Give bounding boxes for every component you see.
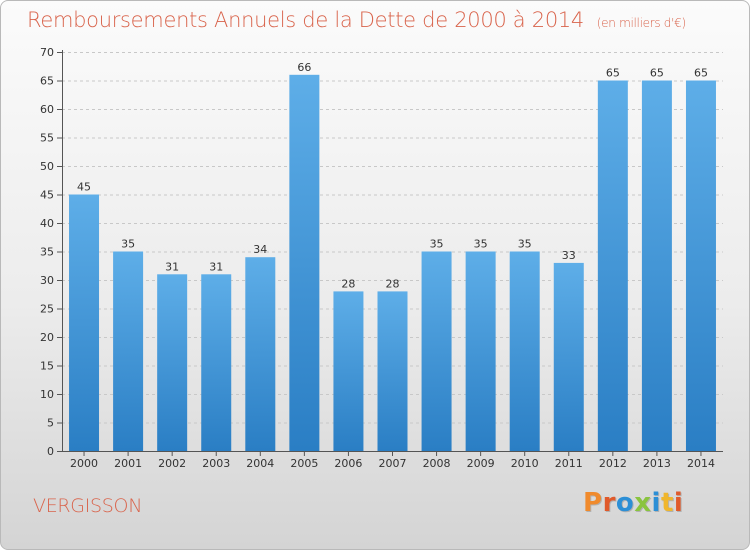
data-label-2000: 45 <box>77 181 91 194</box>
y-tick-label: 10 <box>40 388 54 401</box>
bar-2011 <box>553 262 584 451</box>
x-tick-label-2013: 2013 <box>643 457 671 470</box>
data-label-2013: 65 <box>650 67 664 80</box>
bar-2009 <box>465 251 496 451</box>
bar-2014 <box>685 80 716 451</box>
data-label-2004: 34 <box>253 243 267 256</box>
bar-2001 <box>113 251 144 451</box>
x-tick-label-2002: 2002 <box>158 457 186 470</box>
y-tick-label: 55 <box>40 132 54 145</box>
x-tick-labels: 2000 2001 2002 2003 2004 2005 2006 2007 2008 2009… <box>70 457 715 470</box>
y-tick-label: 70 <box>40 46 54 59</box>
x-tick-label-2005: 2005 <box>290 457 318 470</box>
logo-letter: P <box>583 488 603 518</box>
axes <box>57 50 723 456</box>
x-tick-label-2000: 2000 <box>70 457 98 470</box>
x-tick-label-2011: 2011 <box>555 457 583 470</box>
y-tick-label: 20 <box>40 331 54 344</box>
y-tick-label: 35 <box>40 246 54 259</box>
logo-letter: i <box>673 488 684 518</box>
data-label-2002: 31 <box>165 260 179 273</box>
bar-2008 <box>421 251 452 451</box>
data-label-2006: 28 <box>341 277 355 290</box>
bar-2005 <box>289 74 320 452</box>
x-tick-label-2009: 2009 <box>467 457 495 470</box>
x-tick-label-2006: 2006 <box>334 457 362 470</box>
y-tick-label: 60 <box>40 103 54 116</box>
data-label-2007: 28 <box>386 277 400 290</box>
x-tick-label-2004: 2004 <box>246 457 274 470</box>
data-label-2010: 35 <box>518 238 532 251</box>
bar-2007 <box>377 291 408 451</box>
x-tick-label-2007: 2007 <box>379 457 407 470</box>
x-tick-label-2008: 2008 <box>423 457 451 470</box>
bar-2000 <box>69 194 100 451</box>
x-tick-label-2014: 2014 <box>687 457 715 470</box>
data-label-2001: 35 <box>121 238 135 251</box>
y-tick-label: 50 <box>40 160 54 173</box>
data-label-2003: 31 <box>209 260 223 273</box>
y-tick-label: 40 <box>40 217 54 230</box>
data-label-2008: 35 <box>430 238 444 251</box>
y-tick-label: 0 <box>47 445 54 458</box>
x-tick-label-2010: 2010 <box>511 457 539 470</box>
proxiti-logo: Proxiti <box>583 488 683 518</box>
logo-letter: t <box>660 488 674 518</box>
chart-title-block: Remboursements Annuels de la Dette de 20… <box>27 8 686 32</box>
town-name: VERGISSON <box>33 495 143 517</box>
data-label-2009: 35 <box>474 238 488 251</box>
y-tick-label: 30 <box>40 274 54 287</box>
data-label-2014: 65 <box>694 67 708 80</box>
data-label-2011: 33 <box>562 249 576 262</box>
chart-title: Remboursements Annuels de la Dette de 20… <box>27 8 584 32</box>
bar-2006 <box>333 291 364 451</box>
data-label-2012: 65 <box>606 67 620 80</box>
bar-2002 <box>157 274 188 451</box>
y-tick-labels: 0 5 10 15 20 25 30 35 40 45 50 55 60 65 70 <box>40 46 54 458</box>
y-tick-label: 15 <box>40 360 54 373</box>
y-tick-label: 5 <box>47 417 54 430</box>
bar-2012 <box>597 80 628 451</box>
data-labels: 45 35 31 31 34 66 28 28 35 35 35 33 65 65 65 <box>77 61 708 291</box>
bar-2003 <box>201 274 232 451</box>
bar-2004 <box>245 257 276 451</box>
logo-letter: o <box>615 488 635 518</box>
bar-2013 <box>641 80 672 451</box>
bars <box>69 74 716 452</box>
y-tick-label: 45 <box>40 189 54 202</box>
x-tick-label-2003: 2003 <box>202 457 230 470</box>
data-label-2005: 66 <box>297 61 311 74</box>
logo-letter: x <box>634 488 652 518</box>
x-tick-label-2001: 2001 <box>114 457 142 470</box>
logo-letter: r <box>602 488 616 518</box>
bar-2010 <box>509 251 540 451</box>
y-tick-label: 65 <box>40 75 54 88</box>
chart-unit: (en milliers d'€) <box>596 16 686 30</box>
y-tick-label: 25 <box>40 303 54 316</box>
logo-letter: i <box>651 488 661 518</box>
x-tick-label-2012: 2012 <box>599 457 627 470</box>
